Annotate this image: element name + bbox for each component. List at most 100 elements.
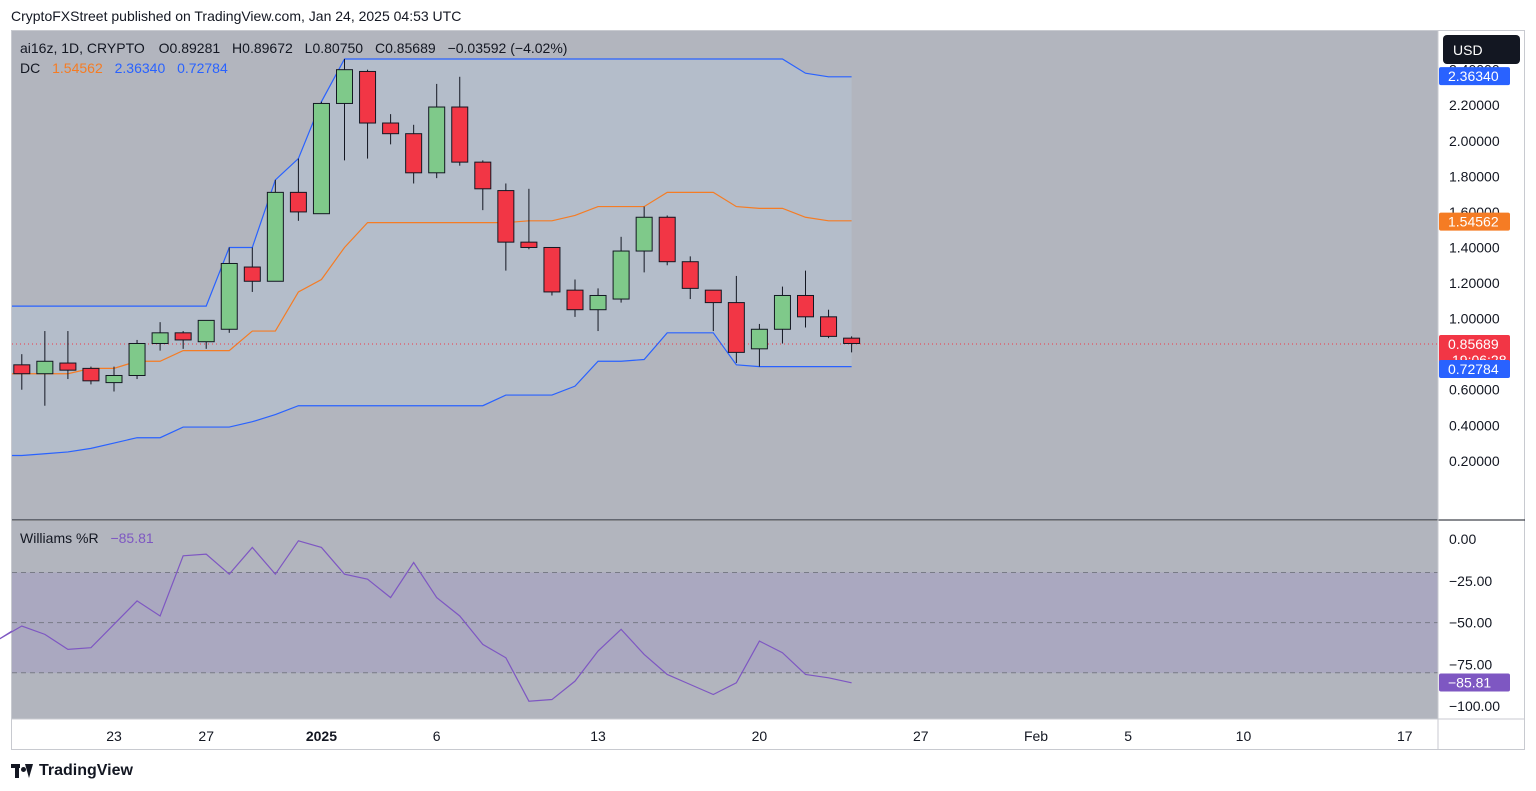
candle-body [266, 191, 284, 282]
candle [704, 289, 722, 332]
candle [243, 247, 261, 292]
candle-body [566, 289, 584, 311]
ohlc-low: L0.80750 [305, 40, 364, 56]
candle-body [497, 190, 515, 243]
price-tick-label: 2.00000 [1449, 133, 1500, 149]
lower-band-badge-bg [1439, 359, 1510, 378]
candle [474, 160, 492, 211]
axis-badges: 2.363401.545620.8568919:06:280.72784−85.… [1439, 67, 1510, 692]
williams-levels [12, 572, 1438, 674]
price-tick-label: 1.40000 [1449, 239, 1500, 255]
time-axis[interactable]: 23 27 2025 6 13 20 27 Feb 5 10 17 [106, 728, 1413, 744]
candle-body [635, 216, 653, 252]
williams-badge-text: −85.81 [1448, 675, 1491, 691]
candle [220, 247, 238, 333]
candle [820, 309, 838, 339]
williams-r-line [0, 540, 852, 702]
upper-band-badge-bg [1439, 67, 1510, 86]
candle-body [820, 316, 838, 337]
candle [773, 286, 791, 344]
candle-body [520, 241, 538, 248]
footer-brand[interactable]: TradingView [11, 762, 133, 780]
candle [174, 331, 192, 349]
candle [497, 183, 515, 271]
time-tick-label: 13 [590, 728, 606, 744]
candle-body [681, 261, 699, 289]
williams-tick-label: −50.00 [1449, 615, 1492, 631]
williams-badge: −85.81 [1439, 673, 1510, 692]
upper-band-badge: 2.36340 [1439, 67, 1510, 86]
williams-legend[interactable]: Williams %R −85.81 [20, 530, 154, 546]
candle [151, 322, 169, 351]
basis-badge-text: 1.54562 [1448, 214, 1499, 230]
candle-body [151, 332, 169, 344]
candle [266, 179, 284, 282]
dc-upper-value: 2.36340 [115, 60, 166, 76]
donchian-upper-line [12, 58, 852, 307]
candle-body [451, 106, 469, 163]
candle-body [82, 367, 100, 382]
candle [428, 83, 446, 179]
candle [681, 256, 699, 300]
symbol-legend[interactable]: ai16z, 1D, CRYPTO O0.89281 H0.89672 L0.8… [20, 40, 567, 56]
candle-body [59, 362, 77, 371]
dc-lower-value: 0.72784 [177, 60, 228, 76]
basis-badge: 1.54562 [1439, 212, 1510, 231]
time-tick-label: 27 [913, 728, 929, 744]
lower-band-badge-text: 0.72784 [1448, 361, 1499, 377]
candle [589, 288, 607, 332]
candle-body [589, 294, 607, 311]
candle-body [220, 262, 238, 330]
ohlc-close: C0.85689 [375, 40, 436, 56]
candle-body [197, 319, 215, 343]
candle [635, 206, 653, 273]
candle-body [243, 266, 261, 282]
candle [405, 124, 423, 184]
candle-body [428, 106, 446, 174]
candle [36, 331, 54, 406]
williams-tick-label: −75.00 [1449, 656, 1492, 672]
basis-badge-bg [1439, 212, 1510, 231]
published-header: CryptoFXStreet published on TradingView.… [11, 8, 462, 24]
brand-name: TradingView [39, 762, 133, 779]
last-price-badge-text: 0.85689 [1448, 336, 1499, 352]
candle-body [612, 250, 630, 300]
candle [336, 59, 353, 161]
candle [359, 69, 377, 159]
chart-frame [11, 30, 1525, 750]
candle [382, 114, 400, 145]
price-axis[interactable]: 0.200000.400000.600000.800001.000001.200… [1449, 62, 1500, 469]
williams-axis[interactable]: 0.00 −25.00 −50.00 −75.00 −100.00 [1449, 531, 1500, 714]
dc-basis-value: 1.54562 [52, 60, 103, 76]
candle [128, 339, 146, 380]
time-tick-label: 10 [1236, 728, 1252, 744]
ohlc-change: −0.03592 (−4.02%) [448, 40, 568, 56]
currency-button[interactable]: USD [1443, 35, 1520, 64]
candle [59, 331, 77, 380]
candle-body [704, 289, 722, 304]
candle [13, 354, 31, 390]
candle [566, 279, 584, 317]
candle [520, 188, 538, 250]
candle [289, 158, 307, 221]
upper-band-badge-text: 2.36340 [1448, 68, 1499, 84]
dc-legend[interactable]: DC 1.54562 2.36340 0.72784 [20, 60, 228, 76]
time-tick-label: Feb [1024, 728, 1048, 744]
candle [197, 319, 215, 349]
donchian-fill [12, 59, 852, 456]
candle [727, 275, 745, 364]
candle [543, 246, 561, 296]
price-tick-label: 2.20000 [1449, 97, 1500, 113]
candle-body [312, 102, 330, 215]
candle-body [359, 70, 377, 124]
candle [750, 323, 768, 367]
time-tick-label: 17 [1397, 728, 1413, 744]
candle-body [843, 337, 861, 344]
price-tick-label: 0.20000 [1449, 453, 1500, 469]
candle-body [36, 360, 54, 375]
candles [13, 59, 861, 406]
ohlc-high: H0.89672 [232, 40, 293, 56]
price-tick-label: 1.80000 [1449, 168, 1500, 184]
candle-body [773, 294, 791, 330]
